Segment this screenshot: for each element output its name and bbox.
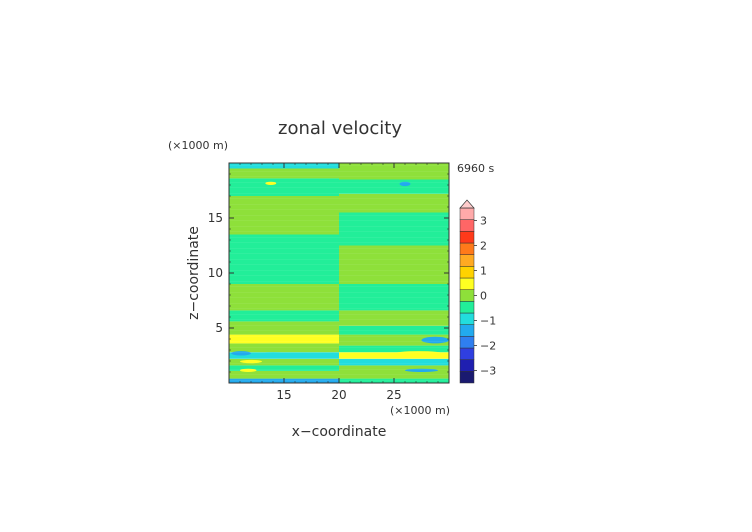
chart-title: zonal velocity [278, 118, 402, 139]
x-tick-label: 20 [331, 388, 346, 402]
field-band-left [229, 310, 339, 322]
colorbar-tick-label: 1 [480, 265, 487, 278]
y-tick-label: 5 [215, 321, 223, 335]
colorbar-segment [459, 289, 475, 302]
colorbar-over-triangle [459, 199, 475, 209]
field-band-left [229, 234, 339, 284]
colorbar: 3 2 1 0 −1 −2 −3 [459, 199, 496, 384]
x-tick-label: 15 [276, 388, 291, 402]
colorbar-segment [459, 231, 475, 244]
field-band-left [229, 343, 339, 353]
colorbar-segment [459, 301, 475, 314]
colorbar-tick-label: 0 [480, 290, 487, 303]
field-anomaly [231, 351, 252, 356]
field-anomaly [256, 352, 290, 358]
field-band-left [229, 168, 339, 179]
field-band-right [339, 163, 449, 180]
field-band-left [229, 358, 339, 366]
colorbar-segment [459, 371, 475, 384]
field-band-left [229, 321, 339, 335]
y-axis-label: z−coordinate [186, 226, 202, 320]
colorbar-tick-label: −2 [480, 340, 496, 353]
field-anomaly [265, 181, 277, 186]
colorbar-segment [459, 312, 475, 325]
field-band-left [229, 196, 339, 235]
colorbar-segment [459, 336, 475, 349]
field-band-right [339, 310, 449, 326]
field-anomaly [240, 359, 262, 364]
field-band-right [339, 334, 449, 346]
colorbar-segment [459, 207, 475, 220]
colorbar-tick-label: 2 [480, 240, 487, 253]
field-band-left [229, 365, 339, 371]
field-band-left [229, 178, 339, 196]
field-anomaly [405, 368, 438, 372]
x-tick-label: 25 [386, 388, 401, 402]
field-band-left [229, 370, 339, 379]
x-axis-unit: (×1000 m) [390, 404, 450, 417]
field-band-right [339, 245, 449, 284]
field-anomaly [421, 336, 449, 344]
time-label: 6960 s [457, 162, 494, 175]
colorbar-tick-label: 3 [480, 215, 487, 228]
colorbar-segment [459, 219, 475, 232]
y-tick-label: 10 [208, 266, 223, 280]
colorbar-segment [459, 359, 475, 372]
colorbar-tick-label: −1 [480, 315, 496, 328]
colorbar-segment [459, 277, 475, 290]
y-axis-ticks: 5 10 15 [208, 162, 449, 384]
field-anomaly [399, 181, 411, 187]
field-band-right [339, 365, 449, 379]
field-band-right [339, 358, 449, 366]
field-band-right [339, 345, 449, 353]
field-anomaly [394, 351, 444, 357]
field-anomaly [240, 336, 268, 344]
field-band-right [339, 325, 449, 335]
colorbar-segment [459, 242, 475, 255]
field-band-left [229, 334, 339, 344]
field-band-left [229, 284, 339, 311]
field-band-right [339, 352, 449, 359]
field-anomaly [240, 368, 257, 372]
colorbar-segment [459, 266, 475, 279]
colorbar-segment [459, 347, 475, 360]
field-band-right [339, 193, 449, 213]
x-axis-label: x−coordinate [292, 424, 387, 440]
field-band-right [339, 179, 449, 194]
x-axis-ticks: 15 20 25 [228, 163, 450, 402]
field-band-right [339, 284, 449, 311]
colorbar-segment [459, 324, 475, 337]
colorbar-tick-label: −3 [480, 365, 496, 378]
field-band-right [339, 212, 449, 246]
y-axis-unit: (×1000 m) [168, 139, 228, 152]
contour-field [229, 163, 449, 383]
colorbar-segment [459, 254, 475, 267]
y-tick-label: 15 [208, 211, 223, 225]
